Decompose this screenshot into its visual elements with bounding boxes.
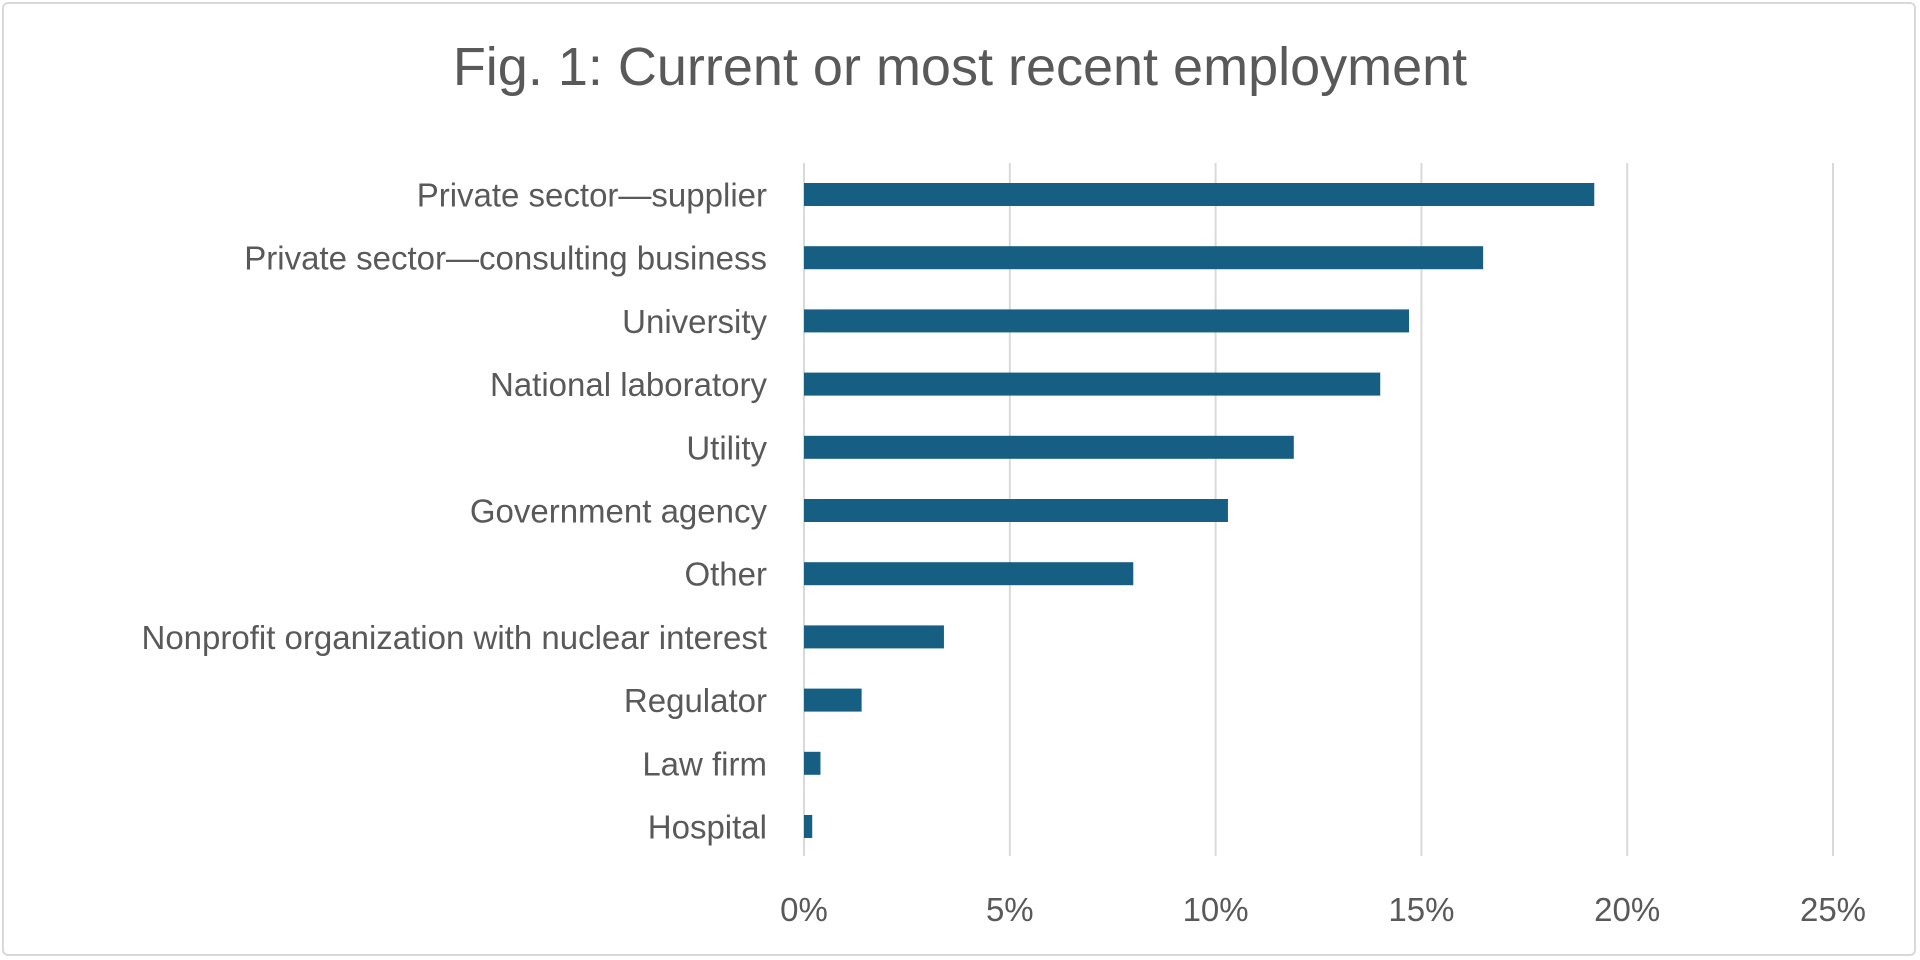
category-label: Private sector—supplier [417, 177, 767, 214]
x-tick-label: 25% [1800, 891, 1866, 928]
chart-title: Fig. 1: Current or most recent employmen… [452, 37, 1468, 97]
category-label: National laboratory [490, 366, 767, 403]
category-label: Government agency [470, 493, 768, 530]
bar [804, 435, 1294, 459]
x-tick-label: 10% [1183, 891, 1249, 928]
category-label: Hospital [648, 809, 767, 846]
bars [804, 183, 1595, 838]
bar [804, 688, 862, 712]
bar [804, 183, 1595, 206]
x-tick-label: 20% [1594, 891, 1660, 928]
category-label: Private sector—consulting business [244, 240, 767, 277]
bar [804, 751, 821, 775]
x-tick-label: 5% [986, 891, 1034, 928]
bar [804, 246, 1484, 270]
category-label: Nonprofit organization with nuclear inte… [141, 619, 767, 656]
bar [804, 309, 1410, 333]
bar [804, 815, 813, 838]
x-tick-label: 0% [780, 891, 828, 928]
bar [804, 625, 944, 649]
category-label: University [622, 303, 767, 340]
bar [804, 372, 1381, 396]
x-tick-labels: 0% 5% 10% 15% 20% 25% [780, 891, 1866, 928]
x-tick-label: 15% [1388, 891, 1454, 928]
category-label: Utility [686, 429, 767, 466]
category-label: Law firm [642, 745, 767, 782]
bar [804, 499, 1228, 522]
category-labels: Private sector—supplier Private sector—co… [141, 177, 767, 846]
bar [804, 562, 1134, 586]
category-label: Regulator [624, 682, 767, 719]
category-label: Other [684, 556, 767, 593]
